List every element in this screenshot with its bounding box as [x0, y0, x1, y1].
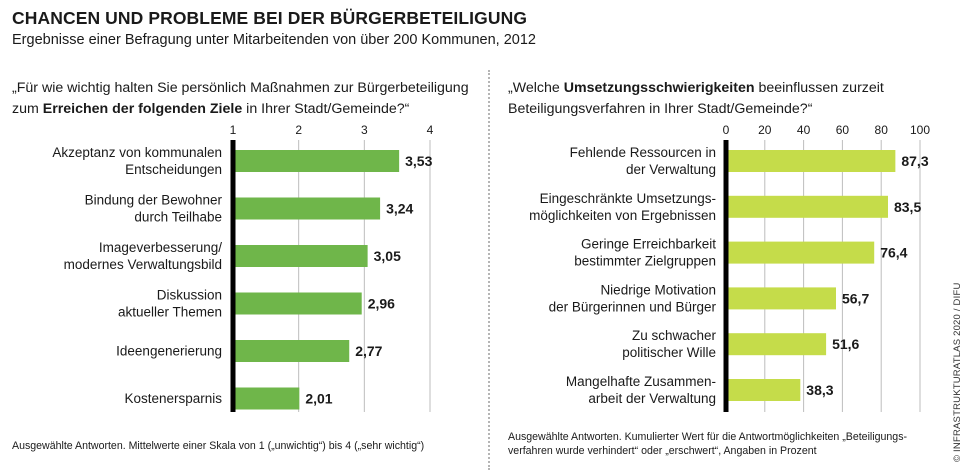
left-category-label: aktueller Themen: [118, 305, 222, 320]
left-axis-line: [230, 140, 236, 412]
left-value-label: 2,77: [355, 343, 382, 359]
right-category-label: politischer Wille: [622, 345, 716, 360]
left-tick-label: 1: [230, 123, 237, 137]
right-tick-label: 80: [875, 123, 889, 137]
right-tick-label: 20: [758, 123, 772, 137]
left-tick-label: 2: [295, 123, 302, 137]
right-value-label: 87,3: [901, 153, 928, 169]
left-category-label: Diskussion: [157, 288, 222, 303]
left-value-label: 3,24: [386, 201, 413, 217]
left-question-line1: „Für wie wichtig halten Sie persönlich M…: [12, 80, 469, 96]
right-value-label: 83,5: [894, 199, 921, 215]
left-bar: [233, 292, 362, 315]
right-bar: [726, 241, 875, 264]
right-tick-label: 40: [797, 123, 811, 137]
left-category-label: Kostenersparnis: [124, 391, 222, 406]
credit-text: © INFRASTRUKTURATLAS 2020 / DIFU: [952, 282, 963, 462]
right-category-label: der Verwaltung: [626, 162, 716, 177]
right-category-label: Zu schwacher: [632, 328, 717, 343]
left-bar: [233, 340, 350, 362]
panel-divider: [488, 70, 490, 470]
left-category-label: Akzeptanz von kommunalen: [52, 145, 222, 160]
right-category-label: Mangelhafte Zusammen-: [566, 374, 716, 389]
left-category-label: durch Teilhabe: [134, 210, 222, 225]
right-tick-label: 100: [910, 123, 930, 137]
right-category-label: arbeit der Verwaltung: [588, 391, 716, 406]
right-value-label: 51,6: [832, 336, 859, 352]
left-category-label: Imageverbesserung/: [99, 240, 222, 255]
right-note: Ausgewählte Antworten. Kumulierter Wert …: [508, 430, 907, 458]
right-category-label: der Bürgerinnen und Bürger: [549, 299, 717, 314]
right-value-label: 56,7: [842, 290, 869, 306]
right-question-pre: „Welche: [508, 80, 564, 96]
right-question-post: beeinflussen zurzeit: [754, 80, 884, 96]
left-bar: [233, 197, 381, 220]
left-question: „Für wie wichtig halten Sie persönlich M…: [12, 78, 469, 120]
left-note: Ausgewählte Antworten. Mittelwerte einer…: [12, 440, 425, 452]
right-bar: [726, 195, 888, 218]
left-bar: [233, 387, 300, 410]
right-question: „Welche Umsetzungsschwierigkeiten beeinf…: [508, 78, 884, 120]
left-question-pre: zum: [12, 101, 43, 117]
left-question-post: in Ihrer Stadt/Gemeinde?“: [242, 101, 410, 117]
right-value-label: 38,3: [806, 382, 833, 398]
right-category-label: Fehlende Ressourcen in: [570, 145, 716, 160]
right-category-label: Geringe Erreichbarkeit: [581, 237, 716, 252]
left-bar: [233, 245, 368, 267]
right-bar: [726, 379, 801, 401]
left-category-label: Ideengenerierung: [116, 344, 222, 359]
right-note-line2: verfahren wurde verhindert“ oder „erschw…: [508, 445, 817, 457]
right-category-label: möglichkeiten von Ergebnissen: [529, 208, 716, 223]
left-value-label: 3,05: [374, 248, 401, 264]
right-value-label: 76,4: [880, 245, 907, 261]
left-value-label: 3,53: [405, 153, 432, 169]
left-bar-chart: 1 2 3 4 3,53 Akzeptanz von kommunalen Entschei…: [52, 123, 434, 412]
chart-subtitle: Ergebnisse einer Befragung unter Mitarbe…: [12, 32, 536, 48]
right-category-label: bestimmter Zielgruppen: [574, 254, 716, 269]
chart-title: CHANCEN UND PROBLEME BEI DER BÜRGERBETEI…: [12, 8, 528, 28]
left-category-label: modernes Verwaltungsbild: [64, 257, 222, 272]
right-category-label: Niedrige Motivation: [600, 282, 716, 297]
right-bar: [726, 333, 827, 356]
left-question-bold: Erreichen der folgenden Ziele: [42, 101, 243, 117]
right-bar: [726, 150, 896, 172]
left-tick-label: 3: [361, 123, 368, 137]
right-axis-line: [723, 140, 729, 412]
left-value-label: 2,96: [368, 296, 395, 312]
right-tick-label: 60: [836, 123, 850, 137]
left-category-label: Entscheidungen: [125, 162, 222, 177]
left-question-line2: zum Erreichen der folgenden Ziele in Ihr…: [12, 99, 469, 120]
left-bar: [233, 150, 400, 172]
right-category-label: Eingeschränkte Umsetzungs-: [540, 191, 716, 206]
right-bar: [726, 287, 836, 310]
right-question-line2: Beteiligungsverfahren in Ihrer Stadt/Gem…: [508, 101, 813, 117]
left-tick-label: 4: [427, 123, 434, 137]
left-value-label: 2,01: [305, 391, 332, 407]
right-tick-label: 0: [723, 123, 730, 137]
right-question-line1: „Welche Umsetzungsschwierigkeiten beeinf…: [508, 78, 884, 99]
left-category-label: Bindung der Bewohner: [85, 193, 223, 208]
right-question-bold: Umsetzungsschwierigkeiten: [563, 80, 755, 96]
right-note-line1: Ausgewählte Antworten. Kumulierter Wert …: [508, 431, 908, 443]
